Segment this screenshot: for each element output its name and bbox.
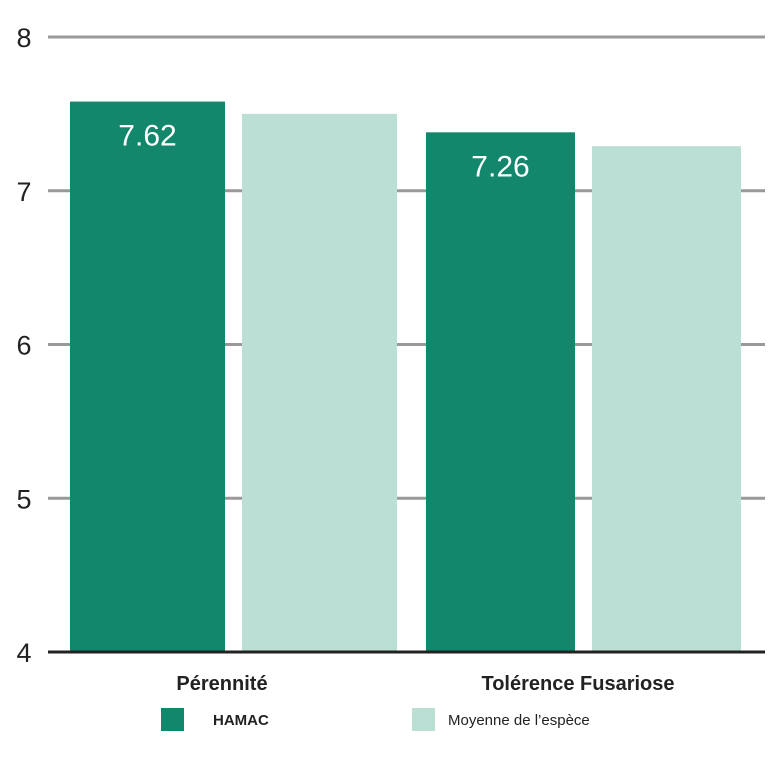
- bar: [70, 101, 225, 652]
- y-axis-ticks: 4 5 6 7 8: [16, 23, 31, 668]
- y-tick-label: 6: [16, 331, 31, 361]
- x-axis-category-labels: Pérennité Tolérence Fusariose: [176, 673, 674, 695]
- category-label: Pérennité: [176, 673, 267, 695]
- legend-swatch-hamac: [161, 708, 184, 731]
- y-tick-label: 4: [16, 638, 31, 668]
- bar: [242, 113, 397, 652]
- bar: [592, 146, 741, 652]
- bar-group: [70, 101, 741, 652]
- data-label: 7.26: [471, 150, 529, 183]
- data-label: 7.62: [118, 120, 176, 153]
- y-tick-label: 8: [16, 23, 31, 53]
- legend-label-hamac: HAMAC: [213, 712, 269, 729]
- category-label: Tolérence Fusariose: [481, 673, 674, 695]
- legend-swatch-moyenne: [412, 708, 435, 731]
- y-tick-label: 7: [16, 177, 31, 207]
- data-labels: 7.62 7.26: [118, 120, 529, 184]
- bar: [426, 132, 575, 652]
- y-tick-label: 5: [16, 484, 31, 514]
- legend: HAMAC Moyenne de l’espèce: [161, 708, 590, 731]
- legend-label-moyenne: Moyenne de l’espèce: [448, 712, 590, 729]
